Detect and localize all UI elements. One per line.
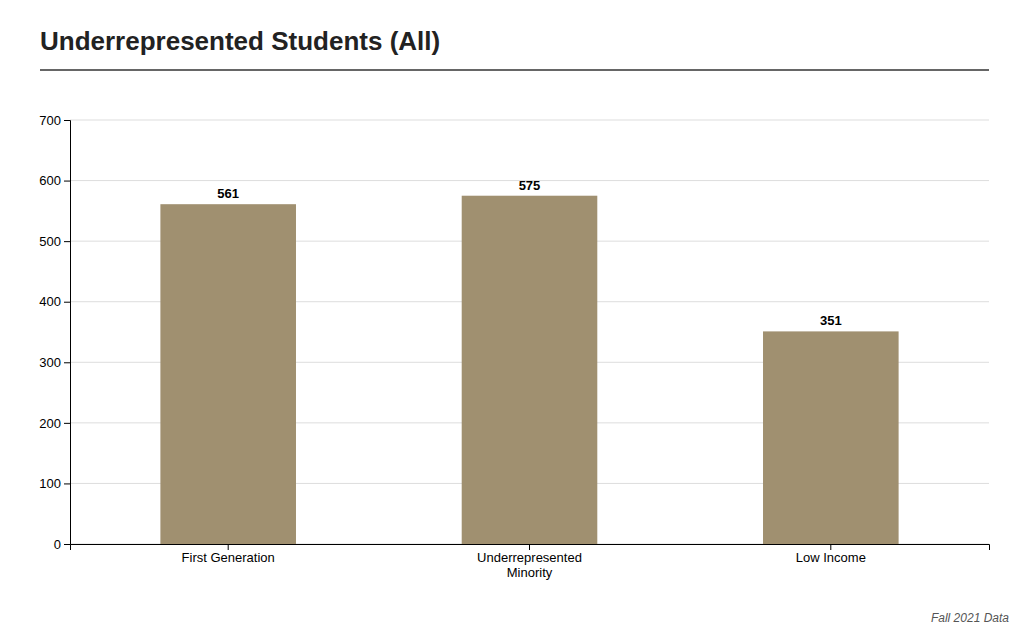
x-axis: First Generation UnderrepresentedMinority… (71, 544, 990, 580)
data-label: 351 (820, 313, 842, 328)
y-axis-line (64, 121, 71, 545)
y-tick-mark (64, 483, 70, 484)
data-label: 561 (217, 186, 239, 201)
x-tick-label: UnderrepresentedMinority (477, 550, 582, 580)
y-tick-label: 100 (39, 476, 61, 491)
chart-svg: Underrepresented Students (All) 561 575 351… (0, 0, 1029, 634)
bars (160, 196, 898, 544)
y-tick-mark (64, 181, 70, 182)
bar (160, 204, 296, 544)
y-tick-mark (64, 302, 70, 303)
y-tick-mark (64, 423, 70, 424)
data-label: 575 (519, 178, 541, 193)
y-axis: 0 100 200 300 400 500 600 700 (39, 113, 70, 552)
y-tick-mark (64, 120, 70, 121)
y-tick: 100 (39, 476, 70, 491)
x-tick-label-line: Minority (507, 565, 553, 580)
data-labels: 561 575 351 (217, 178, 841, 329)
x-tick-label-line: Underrepresented (477, 550, 582, 565)
y-tick-label: 700 (39, 113, 61, 128)
y-tick-label: 500 (39, 234, 61, 249)
y-tick: 500 (39, 234, 70, 249)
bar (763, 331, 899, 544)
y-tick-mark (64, 362, 70, 363)
grid (70, 120, 989, 544)
x-tick: Low Income (796, 544, 866, 565)
y-tick-label: 400 (39, 294, 61, 309)
x-tick-label: Low Income (796, 550, 866, 565)
x-tick-mark (830, 544, 831, 550)
y-tick: 400 (39, 294, 70, 309)
x-tick: First Generation (182, 544, 275, 565)
y-tick: 700 (39, 113, 70, 128)
y-tick-label: 600 (39, 173, 61, 188)
y-tick: 200 (39, 416, 70, 431)
footnote: Fall 2021 Data (931, 611, 1009, 625)
x-tick-mark (529, 544, 530, 550)
chart-title: Underrepresented Students (All) (40, 26, 440, 56)
x-tick: UnderrepresentedMinority (477, 544, 582, 580)
y-tick-mark (64, 241, 70, 242)
y-tick-mark (64, 544, 70, 545)
x-tick-label-line: First Generation (182, 550, 275, 565)
y-tick: 600 (39, 173, 70, 188)
grid-line (70, 120, 989, 121)
y-tick-label: 300 (39, 355, 61, 370)
bar (462, 196, 598, 544)
x-tick-label-line: Low Income (796, 550, 866, 565)
x-tick-mark (228, 544, 229, 550)
y-tick: 0 (54, 537, 70, 552)
y-tick-label: 200 (39, 416, 61, 431)
y-tick-label: 0 (54, 537, 61, 552)
y-tick: 300 (39, 355, 70, 370)
title-underline (40, 69, 989, 71)
plot-area: 561 575 351 0 100 200 300 400 500 600 700 First Gen… (39, 113, 989, 581)
x-axis-line (71, 545, 990, 551)
x-tick-label: First Generation (182, 550, 275, 565)
